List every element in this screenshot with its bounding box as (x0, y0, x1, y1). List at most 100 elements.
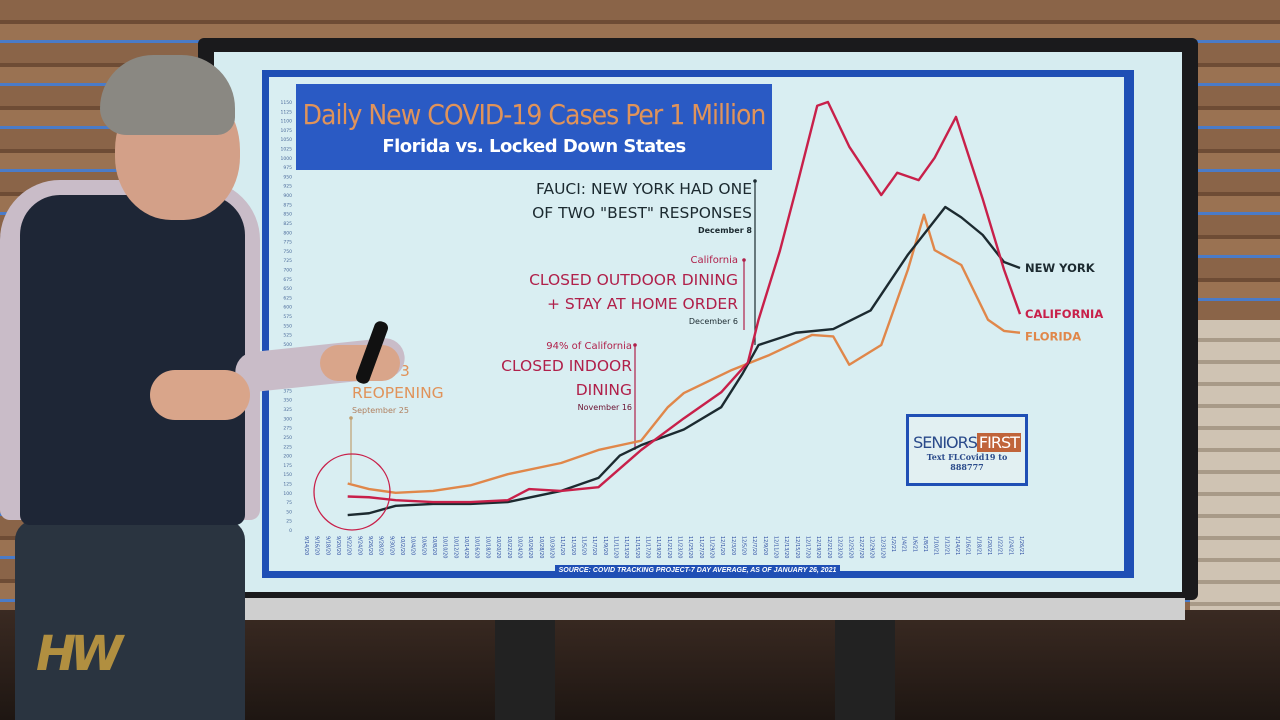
presenter-hair (100, 55, 235, 135)
x-tick-label: 1/10/21 (933, 536, 939, 555)
y-tick-label: 375 (283, 388, 292, 394)
y-tick-label: 625 (283, 295, 292, 301)
series-label: CALIFORNIA (1025, 307, 1103, 321)
presenter-left-hand (150, 370, 250, 420)
x-tick-label: 12/23/20 (837, 536, 843, 558)
y-tick-label: 600 (283, 305, 292, 311)
x-tick-label: 9/20/20 (335, 536, 341, 555)
annotation-date: December 6 (688, 317, 738, 326)
x-tick-label: 1/26/21 (1018, 536, 1024, 555)
presenter-jeans (15, 520, 245, 720)
leader-ca-outdoor-dot (742, 258, 746, 262)
x-tick-label: 1/22/21 (997, 536, 1003, 555)
tv-bezel-bottom (240, 598, 1185, 620)
y-tick-label: 1150 (281, 100, 293, 106)
x-tick-label: 12/17/20 (805, 536, 811, 558)
chart-title: Daily New COVID-19 Cases Per 1 Million (302, 98, 767, 131)
annotation-ca-indoor: 94% of California CLOSED INDOOR DINING N… (460, 340, 632, 414)
x-tick-label: 11/3/20 (570, 536, 576, 555)
y-tick-label: 1050 (281, 137, 293, 143)
y-tick-label: 250 (283, 435, 292, 441)
x-tick-label: 11/1/20 (559, 536, 565, 555)
x-tick-label: 12/7/20 (751, 536, 757, 555)
x-tick-label: 11/13/20 (623, 536, 629, 558)
x-tick-label: 11/27/20 (698, 536, 704, 558)
x-tick-label: 11/29/20 (709, 536, 715, 558)
x-tick-label: 12/25/20 (847, 536, 853, 558)
annotation-date: December 8 (697, 226, 752, 235)
y-tick-label: 725 (283, 258, 292, 264)
series-line-new-york (347, 205, 1021, 517)
x-tick-label: 11/25/20 (687, 536, 693, 558)
x-tick-label: 1/8/21 (922, 536, 928, 552)
y-tick-label: 75 (286, 500, 292, 506)
x-tick-label: 11/19/20 (655, 536, 661, 558)
x-tick-label: 10/18/20 (484, 536, 490, 558)
y-tick-label: 575 (283, 314, 292, 320)
annotation-text: FAUCI: NEW YORK HAD ONE (535, 180, 752, 198)
y-tick-label: 850 (283, 212, 292, 218)
annotation-who: California (690, 255, 739, 266)
annotation-date: November 16 (577, 403, 632, 412)
y-tick-label: 150 (283, 472, 292, 478)
x-tick-label: 10/30/20 (548, 536, 554, 558)
x-tick-label: 10/10/20 (442, 536, 448, 558)
x-tick-label: 11/21/20 (666, 536, 672, 558)
annotation-date: September 25 (352, 406, 409, 415)
badge-cta: Text FLCovid19 to 888777 (926, 452, 1008, 472)
tv-stand-right (835, 620, 895, 720)
y-tick-label: 650 (283, 286, 292, 292)
annotation-text: OF TWO "BEST" RESPONSES (532, 204, 752, 222)
annotation-ca-outdoor: California CLOSED OUTDOOR DINING + STAY … (500, 254, 738, 328)
x-tick-label: 9/14/20 (303, 536, 309, 555)
x-tick-label: 10/20/20 (495, 536, 501, 558)
x-tick-label: 10/24/20 (516, 536, 522, 558)
x-tick-label: 12/15/20 (794, 536, 800, 558)
x-tick-label: 12/27/20 (858, 536, 864, 558)
annotation-who: 94% of California (546, 341, 632, 352)
y-tick-label: 1000 (281, 156, 293, 162)
series-line-california (347, 100, 1022, 504)
x-tick-label: 9/28/20 (378, 536, 384, 555)
x-tick-label: 9/30/20 (388, 536, 394, 555)
y-tick-label: 50 (286, 509, 292, 515)
x-tick-label: 1/18/21 (975, 536, 981, 555)
series-label: NEW YORK (1025, 261, 1096, 275)
y-tick-label: 225 (283, 444, 292, 450)
x-tick-label: 12/9/20 (762, 536, 768, 555)
y-tick-label: 925 (283, 184, 292, 190)
x-tick-label: 11/7/20 (591, 536, 597, 555)
chart-subtitle: Florida vs. Locked Down States (382, 136, 686, 157)
y-tick-label: 875 (283, 202, 292, 208)
seniors-first-badge: SENIORS FIRST Text FLCovid19 to 888777 (906, 414, 1028, 486)
x-tick-label: 1/20/21 (986, 536, 992, 555)
leader-ca-indoor-dot (633, 343, 637, 347)
annotation-text: DINING (575, 381, 632, 399)
x-tick-label: 12/1/20 (719, 536, 725, 555)
x-tick-label: 10/6/20 (420, 536, 426, 555)
y-tick-label: 1100 (281, 119, 293, 125)
x-tick-label: 1/24/21 (1007, 536, 1013, 555)
series-line-florida (347, 213, 1021, 494)
x-tick-label: 10/26/20 (527, 536, 533, 558)
y-tick-label: 125 (283, 481, 292, 487)
chart-title-box: Daily New COVID-19 Cases Per 1 Million F… (296, 84, 772, 170)
x-tick-label: 11/11/20 (612, 536, 618, 558)
x-tick-label: 10/2/20 (399, 536, 405, 555)
x-tick-label: 9/26/20 (367, 536, 373, 555)
annotation-text: CLOSED OUTDOOR DINING (529, 271, 738, 289)
x-tick-label: 12/31/20 (879, 536, 885, 558)
x-tick-label: 11/17/20 (644, 536, 650, 558)
leader-fl-reopening-dot (349, 416, 353, 420)
y-tick-label: 0 (289, 528, 292, 534)
y-tick-label: 1075 (281, 128, 293, 134)
annotation-fl-reopening: 3 REOPENING September 25 (352, 360, 444, 418)
y-tick-label: 275 (283, 426, 292, 432)
y-tick-label: 950 (283, 174, 292, 180)
y-tick-label: 825 (283, 221, 292, 227)
annotation-text: 3 (400, 362, 410, 380)
y-tick-label: 175 (283, 463, 292, 469)
y-tick-label: 1125 (281, 109, 293, 115)
x-tick-label: 10/16/20 (474, 536, 480, 558)
